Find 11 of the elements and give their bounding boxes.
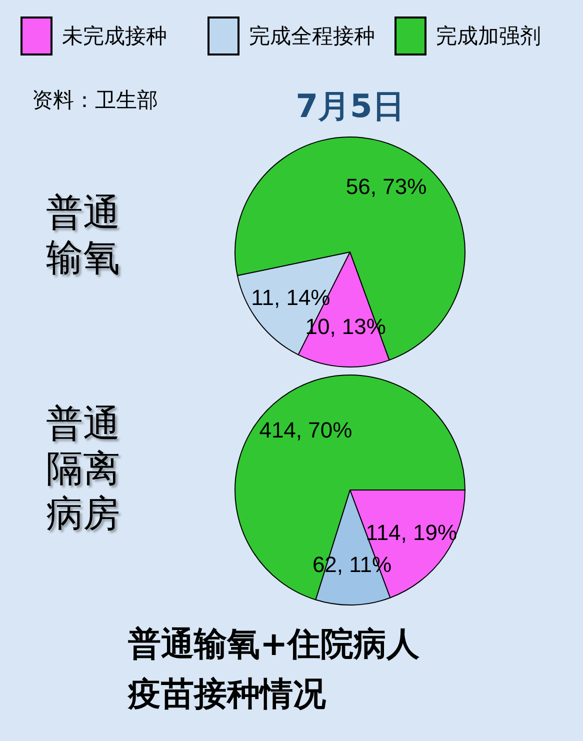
data-label: 114, 19% xyxy=(366,520,458,546)
text: 普通输氧+住院病人疫苗接种情况 xyxy=(128,623,421,714)
slice-label: 普通隔离病房 xyxy=(46,401,121,536)
legend-label: 未完成接种 xyxy=(62,23,167,50)
data-label: 414, 70% xyxy=(259,417,352,442)
text: 资料：卫生部 xyxy=(32,87,158,114)
legend-label: 完成全程接种 xyxy=(249,23,375,50)
legend-label: 完成加强剂 xyxy=(436,23,541,50)
data-label: 56, 73% xyxy=(346,174,427,200)
text: 7月5日 xyxy=(294,86,406,126)
slice-label: 普通输氧 xyxy=(46,190,121,280)
